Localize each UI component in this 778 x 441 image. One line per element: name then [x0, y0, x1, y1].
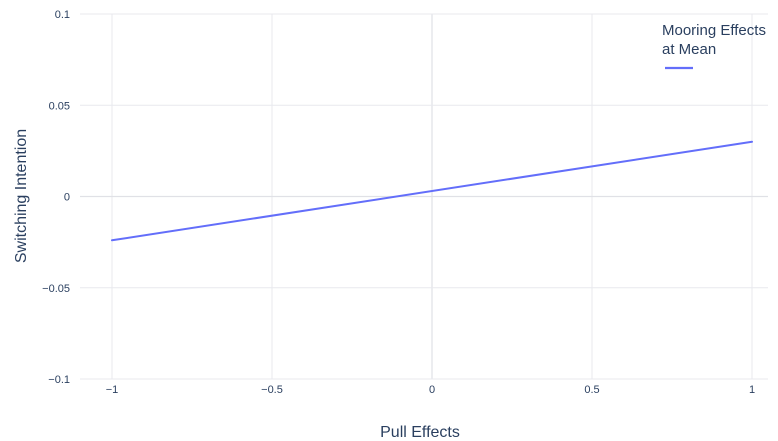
x-tick-label: −1: [106, 384, 119, 396]
series-line: [111, 140, 753, 242]
x-tick-label: 1: [749, 384, 755, 396]
x-axis-title: Pull Effects: [380, 424, 460, 441]
series-layer: [111, 140, 753, 242]
y-tick-label: 0: [64, 192, 70, 204]
y-tick-label: 0.05: [49, 100, 70, 112]
y-tick-label: −0.05: [42, 283, 70, 295]
grid: [80, 13, 768, 380]
legend-title-line-1: Mooring Effects: [662, 22, 766, 39]
legend-title-line-2: at Mean: [662, 41, 716, 58]
y-axis-title: Switching Intention: [13, 129, 30, 263]
x-tick-label: 0.5: [584, 384, 599, 396]
legend: Mooring Effects at Mean: [662, 22, 766, 70]
x-tick-label: 0: [429, 384, 435, 396]
y-tick-label: −0.1: [48, 374, 70, 386]
x-tick-label: −0.5: [261, 384, 283, 396]
y-tick-label: 0.1: [55, 9, 70, 21]
tick-labels: −1 −0.5 0 0.5 1 −0.1 −0.05 0 0.05 0.1: [42, 9, 755, 396]
